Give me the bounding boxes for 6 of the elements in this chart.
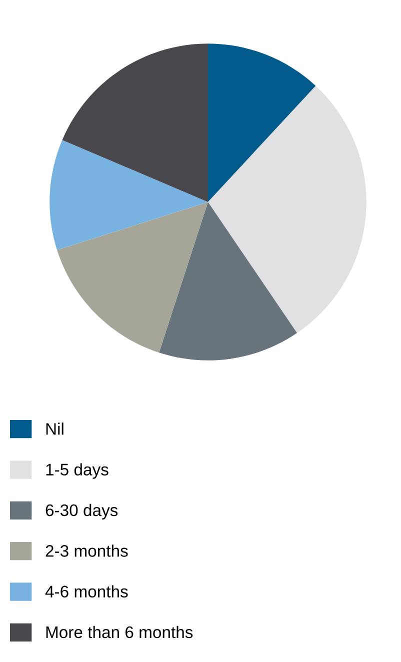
legend-label: Nil	[46, 422, 64, 435]
legend-label: More than 6 months	[46, 626, 193, 638]
legend-label: 4-6 months	[45, 585, 128, 598]
legend-label: 2-3 months	[46, 544, 128, 557]
legend-label: 6-30 days	[46, 504, 118, 520]
legend-label: 1-5 days	[46, 463, 108, 479]
